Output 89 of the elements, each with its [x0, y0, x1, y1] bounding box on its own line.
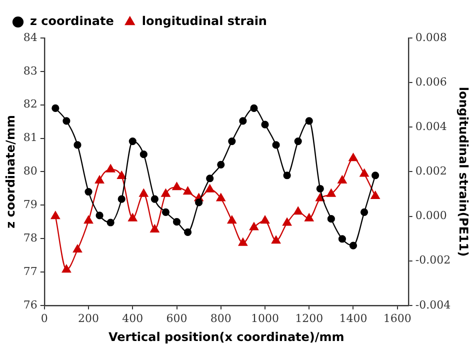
point — [52, 104, 60, 112]
point — [150, 224, 160, 232]
point — [282, 218, 292, 226]
point — [250, 104, 258, 112]
y-axis-title: z coordinate/mm — [3, 115, 18, 228]
point — [326, 188, 336, 197]
y-tick-label: 79 — [23, 198, 38, 211]
point — [84, 188, 92, 196]
point — [338, 235, 346, 243]
point — [150, 195, 158, 203]
point — [217, 160, 225, 168]
point — [227, 216, 236, 224]
point — [316, 184, 324, 193]
point — [249, 222, 258, 230]
point — [372, 172, 380, 180]
x-tick-label: 1000 — [251, 312, 279, 325]
point — [161, 188, 170, 197]
point — [84, 216, 94, 224]
point — [172, 182, 182, 190]
legend-label: longitudinal strain — [142, 14, 267, 28]
point — [283, 172, 291, 180]
y-tick-label: 82 — [23, 98, 38, 111]
point — [294, 206, 303, 215]
point — [261, 120, 269, 128]
y2-tick-label: 0.002 — [415, 164, 447, 178]
x-tick-label: 0 — [40, 312, 48, 325]
point — [348, 153, 358, 162]
point — [327, 215, 335, 223]
point — [195, 198, 203, 206]
x-tick-label: 400 — [122, 312, 144, 325]
point — [294, 137, 302, 146]
point — [272, 236, 281, 244]
y2-tick-label: 0.004 — [415, 120, 447, 133]
point — [106, 218, 114, 226]
point — [316, 193, 325, 202]
x-tick-label: 1600 — [383, 312, 412, 325]
point — [140, 150, 148, 158]
point — [95, 176, 104, 184]
y-tick-label: 76 — [23, 298, 38, 312]
point — [360, 168, 369, 177]
point — [370, 191, 380, 200]
point — [238, 238, 248, 246]
point — [184, 228, 192, 236]
y2-tick-label: -0.002 — [415, 254, 451, 267]
x-tick-label: 200 — [78, 312, 100, 325]
point — [205, 184, 214, 192]
y2-tick-label: -0.004 — [415, 298, 451, 312]
point — [338, 176, 347, 184]
y-tick-label: 83 — [23, 64, 38, 78]
point — [128, 213, 138, 222]
y-tick-label: 80 — [23, 164, 38, 178]
point — [50, 211, 60, 220]
point — [216, 193, 226, 202]
point — [172, 218, 181, 226]
point — [96, 212, 104, 220]
y-tick-label: 84 — [23, 30, 38, 44]
point — [239, 117, 247, 125]
x-tick-label: 800 — [210, 312, 232, 325]
point — [304, 213, 314, 222]
point — [162, 208, 170, 216]
point — [74, 141, 82, 149]
point — [117, 171, 126, 180]
point — [349, 242, 358, 250]
point — [62, 117, 70, 125]
point — [118, 195, 126, 203]
point — [360, 208, 368, 216]
y-tick-label: 77 — [23, 264, 38, 278]
point — [206, 174, 214, 182]
y2-tick-label: 0.008 — [415, 30, 447, 44]
y2-tick-label: 0.000 — [415, 209, 447, 222]
point — [183, 186, 192, 195]
point — [106, 164, 116, 172]
y2-tick-label: 0.006 — [415, 75, 447, 88]
point — [72, 244, 82, 253]
y-tick-label: 78 — [23, 231, 38, 244]
x-tick-label: 1200 — [295, 312, 324, 325]
point — [228, 137, 236, 146]
legend-label: z coordinate — [30, 14, 114, 28]
y2-axis-title: longitudinal strain(PE11) — [456, 86, 471, 257]
x-tick-label: 1400 — [339, 312, 368, 325]
y-tick-label: 81 — [23, 131, 38, 144]
point — [128, 137, 136, 146]
x-tick-label: 600 — [166, 312, 188, 325]
point — [260, 216, 270, 224]
point — [62, 264, 71, 273]
point — [305, 117, 313, 125]
point — [139, 188, 148, 197]
point — [272, 141, 280, 149]
x-axis-title: Vertical position(x coordinate)/mm — [108, 330, 344, 344]
